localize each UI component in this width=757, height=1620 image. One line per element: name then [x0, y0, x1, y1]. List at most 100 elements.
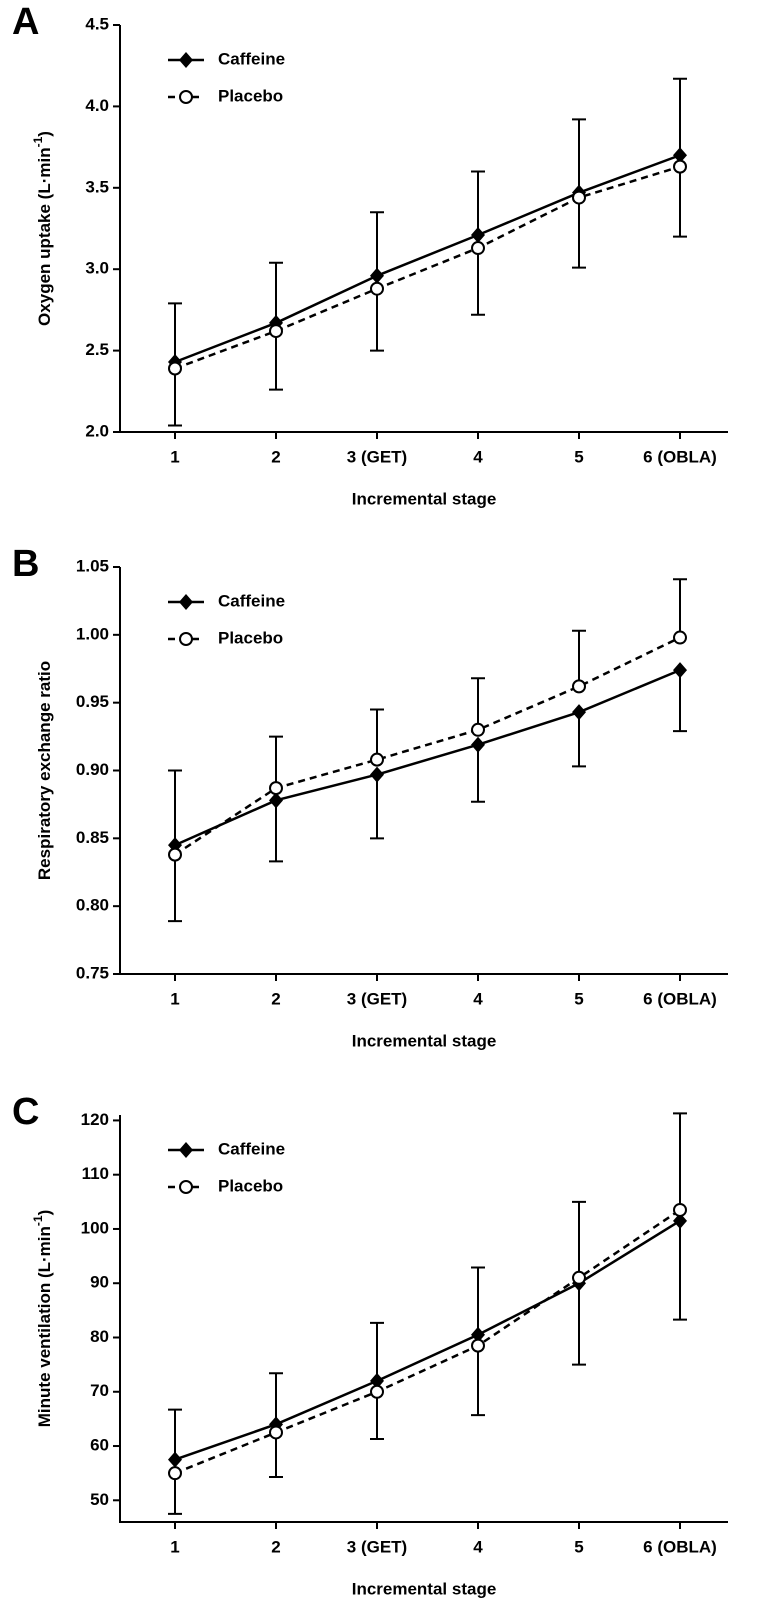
panel: A 2.0 2.5 3.0 3.5 4.0 4.5 1 2 3 (GET) 4 5 6 (OBLA) In…	[12, 1, 728, 508]
y-axis-label-part: -1	[31, 136, 45, 147]
axes	[119, 25, 728, 433]
y-tick-label: 120	[81, 1110, 109, 1129]
marker	[471, 736, 485, 753]
marker	[370, 281, 384, 296]
legend-label: Caffeine	[218, 1139, 285, 1158]
panel: C 50 60 70 80 90 100 110 120 1 2 3 (GET) 4 5 6 (OBLA) I…	[12, 1091, 728, 1598]
marker	[370, 1384, 384, 1399]
x-axis-label: Incremental stage	[352, 489, 497, 508]
error-bar	[370, 774, 384, 840]
y-tick-label: 2.5	[85, 340, 109, 359]
legend-marker	[179, 594, 193, 610]
x-tick-label: 2	[271, 989, 280, 1008]
x-tick-label: 5	[574, 447, 583, 466]
legend-marker	[179, 52, 193, 68]
series-line	[174, 1219, 681, 1461]
error-bar	[471, 1345, 485, 1417]
error-bar	[673, 670, 687, 733]
marker	[673, 159, 687, 174]
panel: B 0.75 0.80 0.85 0.90 0.95 1.00 1.05 1 2 3 (GET) 4 5…	[12, 543, 728, 1050]
x-axis-label: Incremental stage	[352, 1579, 497, 1598]
y-tick-label: 2.0	[85, 421, 109, 440]
y-tick-label: 1.05	[76, 556, 109, 575]
marker	[673, 662, 687, 679]
marker	[673, 147, 687, 164]
x-tick-label: 3 (GET)	[347, 989, 407, 1008]
error-bar	[370, 1391, 384, 1440]
error-bar	[168, 368, 182, 427]
x-tick-label: 6 (OBLA)	[643, 989, 717, 1008]
x-tick-label: 6 (OBLA)	[643, 1537, 717, 1556]
marker	[370, 752, 384, 767]
x-tick-label: 4	[473, 1537, 483, 1556]
error-bar	[168, 302, 182, 362]
series-line	[174, 165, 681, 370]
marker	[269, 324, 283, 339]
error-bar	[471, 170, 485, 236]
y-axis-label-part: Minute ventilation (L·min	[35, 1226, 54, 1427]
series-line	[174, 154, 681, 364]
error-bar	[269, 261, 283, 323]
legend-label: Placebo	[218, 628, 283, 647]
marker	[168, 1466, 182, 1481]
legend-label: Placebo	[218, 86, 283, 105]
error-bar	[572, 1277, 586, 1366]
y-tick-label: 0.75	[76, 963, 109, 982]
error-bar	[572, 118, 586, 193]
y-axis-label: Oxygen uptake (L·min-1)	[31, 131, 54, 326]
error-bar	[572, 1200, 586, 1284]
y-axis-label-part: Respiratory exchange ratio	[35, 661, 54, 880]
error-bar	[572, 197, 586, 269]
error-bar	[572, 712, 586, 768]
y-axis-label-part: )	[35, 1210, 54, 1216]
x-tick-label: 3 (GET)	[347, 447, 407, 466]
marker	[168, 847, 182, 862]
y-tick-label: 0.90	[76, 760, 109, 779]
y-axis-label-part: )	[35, 131, 54, 137]
legend-marker	[179, 632, 193, 646]
x-tick-label: 5	[574, 1537, 583, 1556]
y-axis-label-part: Oxygen uptake (L·min	[35, 147, 54, 326]
marker	[370, 267, 384, 284]
series-line	[174, 668, 681, 847]
error-bar	[471, 744, 485, 803]
axes	[119, 1115, 728, 1523]
y-tick-label: 0.85	[76, 828, 109, 847]
error-bar	[370, 1321, 384, 1381]
y-tick-label: 3.0	[85, 259, 109, 278]
y-axis-label: Minute ventilation (L·min-1)	[31, 1210, 54, 1428]
x-tick-label: 5	[574, 989, 583, 1008]
error-bar	[673, 1112, 687, 1221]
error-bar	[673, 578, 687, 638]
y-tick-label: 90	[90, 1273, 109, 1292]
legend-marker	[179, 1180, 193, 1194]
marker	[572, 1270, 586, 1285]
panel-letter: A	[12, 1, 39, 43]
marker	[572, 704, 586, 721]
marker	[673, 1212, 687, 1229]
error-bar	[370, 708, 384, 760]
error-bar	[471, 677, 485, 730]
y-tick-label: 4.0	[85, 96, 109, 115]
y-tick-label: 60	[90, 1436, 109, 1455]
y-tick-label: 70	[90, 1381, 109, 1400]
x-tick-label: 1	[170, 447, 179, 466]
y-tick-label: 3.5	[85, 177, 109, 196]
error-bar	[269, 1372, 283, 1425]
error-bar	[370, 211, 384, 276]
y-tick-label: 1.00	[76, 624, 109, 643]
error-bar	[168, 1408, 182, 1460]
marker	[572, 190, 586, 205]
error-bar	[471, 248, 485, 316]
y-tick-label: 80	[90, 1327, 109, 1346]
marker	[168, 361, 182, 376]
series-line	[174, 636, 681, 856]
y-tick-label: 0.95	[76, 692, 109, 711]
x-tick-label: 6 (OBLA)	[643, 447, 717, 466]
marker	[673, 1202, 687, 1217]
marker	[370, 1372, 384, 1389]
x-tick-label: 1	[170, 989, 179, 1008]
x-tick-label: 1	[170, 1537, 179, 1556]
marker	[471, 1326, 485, 1343]
